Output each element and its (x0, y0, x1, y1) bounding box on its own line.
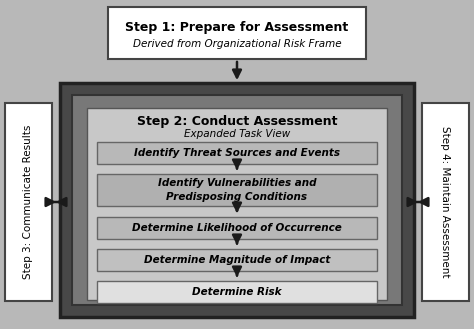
Bar (97, 249, 377, 271)
Text: Identify Threat Sources and Events: Identify Threat Sources and Events (134, 148, 340, 158)
Text: Step 2: Conduct Assessment: Step 2: Conduct Assessment (137, 115, 337, 129)
Bar (108, 7, 366, 59)
Text: Determine Likelihood of Occurrence: Determine Likelihood of Occurrence (132, 223, 342, 233)
Text: Step 3: Communicate Results: Step 3: Communicate Results (24, 125, 34, 279)
Bar (97, 281, 377, 303)
Bar (97, 217, 377, 239)
Text: Identify Vulnerabilities and
Predisposing Conditions: Identify Vulnerabilities and Predisposin… (158, 178, 316, 202)
Bar (72, 95, 402, 305)
Text: Step 1: Prepare for Assessment: Step 1: Prepare for Assessment (126, 21, 348, 35)
Text: Derived from Organizational Risk Frame: Derived from Organizational Risk Frame (133, 39, 341, 49)
Text: Determine Risk: Determine Risk (192, 287, 282, 297)
Text: Determine Magnitude of Impact: Determine Magnitude of Impact (144, 255, 330, 265)
Bar (60, 83, 414, 317)
Bar (97, 174, 377, 206)
Bar (422, 103, 469, 301)
Bar (97, 142, 377, 164)
Text: Expanded Task View: Expanded Task View (184, 129, 290, 139)
Text: Step 4: Maintain Assessment: Step 4: Maintain Assessment (440, 126, 450, 278)
Bar (87, 108, 387, 300)
Bar (5, 103, 52, 301)
